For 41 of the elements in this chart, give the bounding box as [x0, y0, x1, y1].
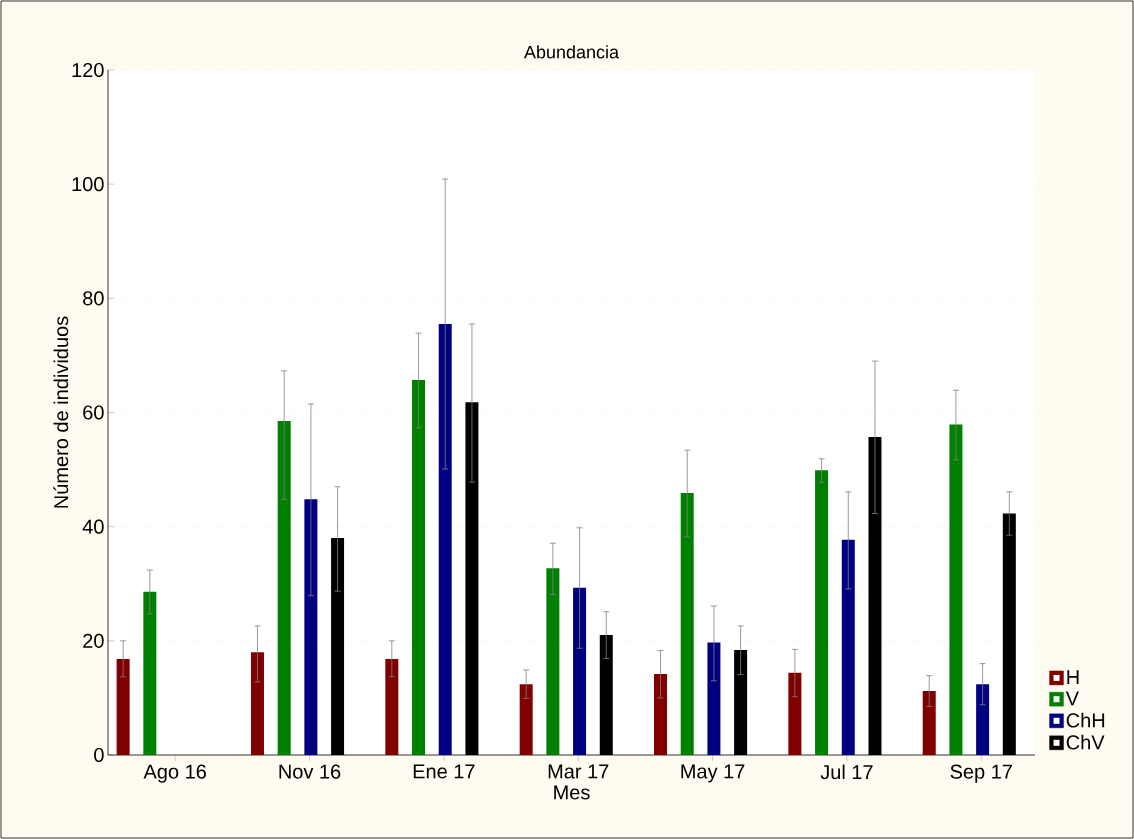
chart-title: Abundancia: [524, 45, 620, 59]
x-tick-label: Ago 16: [143, 764, 206, 783]
y-axis-title: Número de individuos: [53, 316, 69, 508]
bar: [841, 539, 855, 755]
legend-label: V: [1065, 691, 1079, 706]
bar: [143, 591, 157, 755]
bar: [949, 424, 963, 755]
bar: [546, 568, 560, 755]
bar: [116, 659, 130, 755]
bar: [707, 642, 721, 755]
y-tick-label: 100: [72, 177, 104, 192]
x-tick-label: Jul 17: [820, 764, 873, 780]
legend-label: ChV: [1066, 734, 1105, 750]
bar: [815, 470, 829, 755]
legend-label: ChH: [1066, 712, 1105, 728]
y-tick-label: 60: [83, 405, 104, 420]
y-tick-label: 120: [72, 62, 104, 78]
x-tick-label: Nov 16: [279, 764, 341, 779]
legend-label: H: [1067, 670, 1079, 685]
bar: [250, 652, 264, 755]
bar: [519, 684, 533, 755]
y-tick-label: 80: [83, 291, 104, 306]
bar: [438, 324, 452, 755]
x-tick-label: May 17: [681, 764, 745, 783]
bar: [412, 379, 426, 755]
x-tick-label: Ene 17: [413, 764, 475, 779]
y-tick-label: 20: [83, 633, 104, 648]
bar: [304, 499, 318, 755]
bar: [922, 691, 936, 755]
y-tick-label: 0: [94, 747, 104, 763]
bar: [277, 421, 291, 755]
bar: [654, 673, 668, 755]
x-tick-label: Mar 17: [548, 764, 609, 779]
bar: [573, 587, 587, 755]
bar: [976, 684, 990, 755]
x-tick-label: Sep 17: [950, 764, 1012, 783]
bar: [788, 672, 802, 755]
y-tick-label: 40: [82, 519, 104, 534]
bar: [385, 659, 399, 755]
x-axis-title: Mes: [554, 785, 590, 800]
bar: [680, 492, 694, 755]
